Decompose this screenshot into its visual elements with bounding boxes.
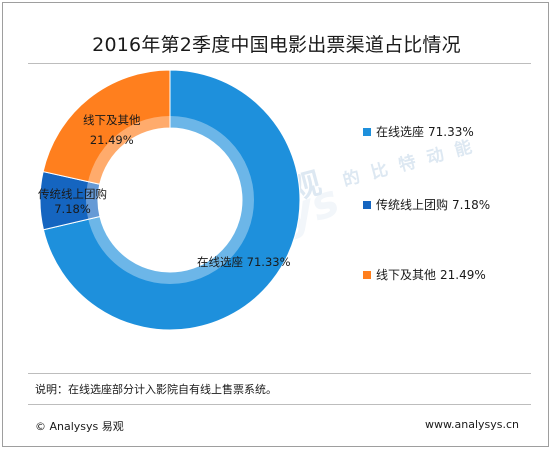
slice-label-value: 21.49% <box>89 133 134 147</box>
legend-swatch <box>363 271 371 279</box>
legend-swatch <box>363 201 371 209</box>
slice-label-group-buy: 传统线上团购 7.18% <box>38 186 107 216</box>
footer-divider <box>28 404 531 405</box>
chart-title: 2016年第2季度中国电影出票渠道占比情况 <box>92 34 461 56</box>
website-link[interactable]: www.analysys.cn <box>425 418 519 431</box>
legend-value: 71.33% <box>428 125 474 139</box>
chart-note: 说明：在线选座部分计入影院自有线上售票系统。 <box>35 383 277 396</box>
legend-swatch <box>363 128 371 136</box>
slice-label-name: 线下及其他 <box>83 113 141 127</box>
slice-label-name: 传统线上团购 <box>38 187 107 201</box>
donut-hole <box>98 128 242 272</box>
slice-label-value: 71.33% <box>246 255 291 269</box>
donut-inner-ring <box>86 116 254 284</box>
legend-label: 在线选座 <box>376 125 425 139</box>
slice-label-online-seat: 在线选座 71.33% <box>197 254 291 270</box>
title-divider <box>28 63 531 64</box>
slice-label-name: 在线选座 <box>197 255 243 269</box>
slice-label-offline: 线下及其他 21.49% <box>83 110 141 150</box>
legend-value: 21.49% <box>440 268 486 282</box>
legend-label: 线下及其他 <box>376 268 437 282</box>
legend-value: 7.18% <box>452 198 491 212</box>
note-divider <box>28 373 531 374</box>
slice-label-value: 7.18% <box>54 202 91 216</box>
donut-slice-online-seat <box>42 69 301 331</box>
legend-label: 传统线上团购 <box>376 198 449 212</box>
copyright-text: © Analysys 易观 <box>35 420 124 433</box>
